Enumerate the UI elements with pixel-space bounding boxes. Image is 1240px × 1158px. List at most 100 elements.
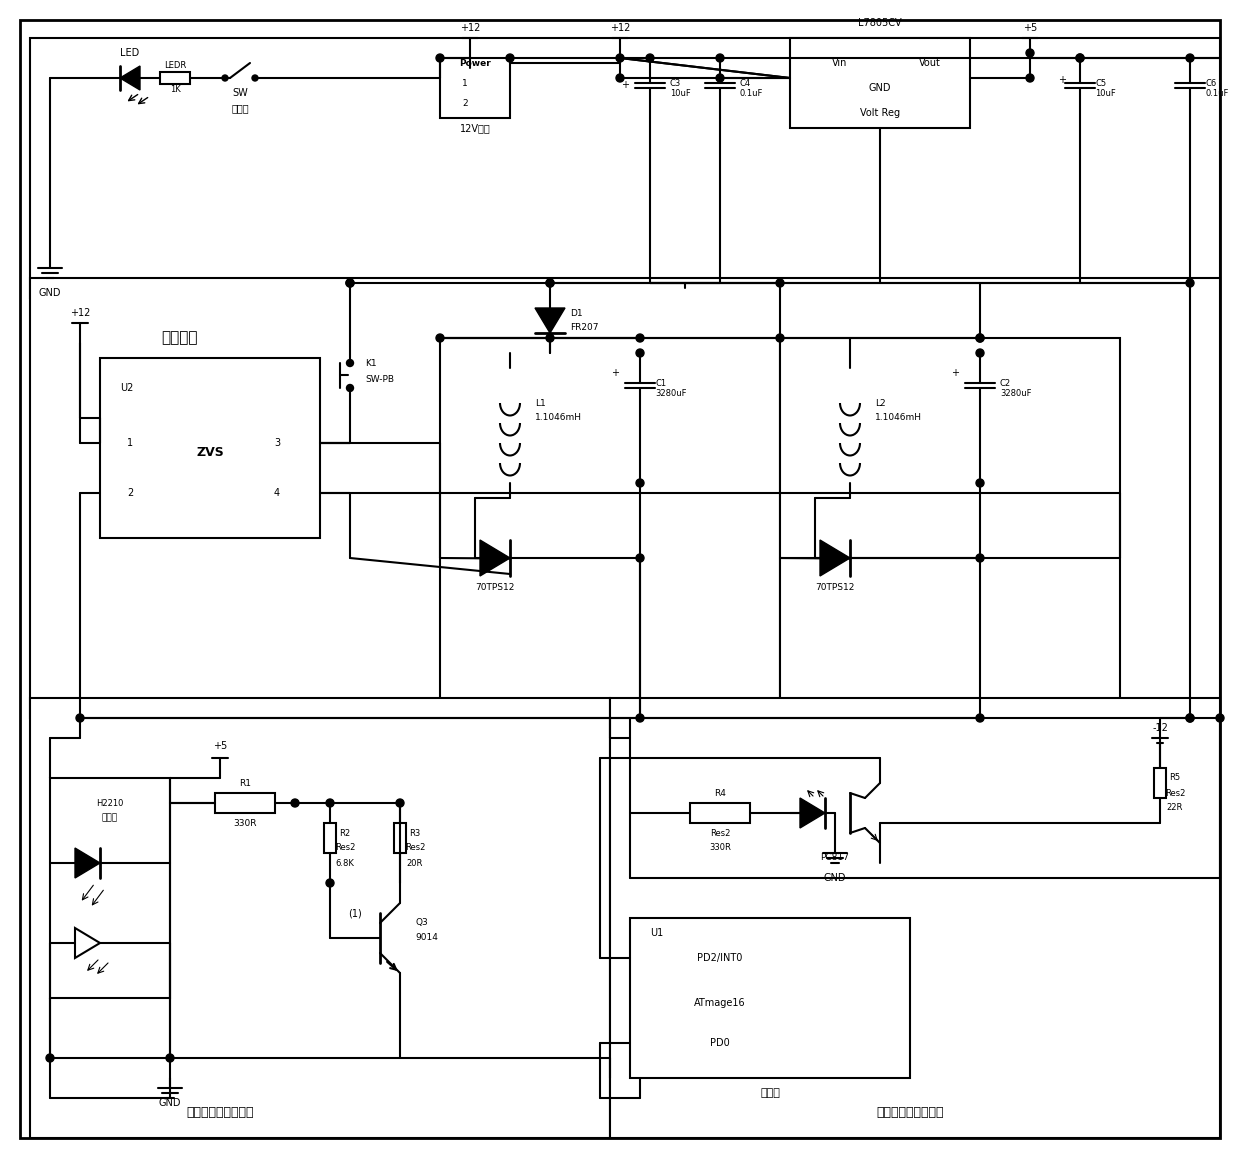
Bar: [30, 278, 1220, 718]
Text: 1.1046mH: 1.1046mH: [875, 413, 923, 423]
Circle shape: [346, 384, 353, 391]
Text: 70TPS12: 70TPS12: [816, 584, 854, 593]
Circle shape: [976, 334, 985, 342]
Bar: [30, 698, 610, 1138]
Circle shape: [546, 279, 554, 287]
Circle shape: [1076, 54, 1084, 63]
Text: LED: LED: [120, 47, 140, 58]
Circle shape: [1025, 49, 1034, 57]
Circle shape: [715, 54, 724, 63]
Text: R1: R1: [239, 778, 250, 787]
Circle shape: [346, 279, 353, 287]
Text: 1K: 1K: [170, 86, 180, 95]
Text: 3280uF: 3280uF: [999, 388, 1032, 397]
Text: +: +: [1058, 75, 1066, 85]
Circle shape: [326, 799, 334, 807]
Text: 2: 2: [126, 488, 133, 498]
Text: 9014: 9014: [415, 933, 438, 943]
Text: Vout: Vout: [919, 58, 941, 68]
Text: Res2: Res2: [709, 828, 730, 837]
Text: PC817: PC817: [821, 853, 849, 863]
Bar: [630, 918, 910, 1078]
Bar: [394, 823, 405, 853]
Bar: [689, 802, 750, 823]
Circle shape: [346, 359, 353, 366]
Bar: [790, 38, 970, 129]
Text: +12: +12: [69, 308, 91, 318]
Text: 1: 1: [463, 79, 467, 88]
Circle shape: [1076, 279, 1084, 287]
Circle shape: [636, 714, 644, 721]
Text: SW-PB: SW-PB: [365, 375, 394, 384]
Text: GND: GND: [869, 83, 892, 93]
Text: GND: GND: [38, 288, 61, 298]
Text: 3: 3: [274, 438, 280, 448]
Text: Q3: Q3: [415, 918, 428, 928]
Text: FR207: FR207: [570, 323, 599, 332]
Circle shape: [166, 1054, 174, 1062]
Circle shape: [1216, 714, 1224, 721]
Circle shape: [976, 714, 985, 721]
Text: K1: K1: [365, 359, 377, 367]
Text: C6: C6: [1205, 79, 1216, 88]
Circle shape: [636, 479, 644, 488]
Circle shape: [1185, 279, 1194, 287]
Text: R4: R4: [714, 789, 725, 798]
Text: 70TPS12: 70TPS12: [475, 584, 515, 593]
Text: +5: +5: [1023, 23, 1037, 32]
Text: 3280uF: 3280uF: [655, 388, 687, 397]
Polygon shape: [74, 848, 100, 878]
Circle shape: [616, 54, 624, 63]
Circle shape: [636, 334, 644, 342]
Text: 光电门: 光电门: [102, 814, 118, 822]
Bar: [440, 58, 510, 118]
Text: 供电电路: 供电电路: [161, 330, 198, 345]
Circle shape: [976, 479, 985, 488]
Text: 单片机: 单片机: [760, 1089, 780, 1098]
Circle shape: [1025, 74, 1034, 82]
Text: R2: R2: [340, 828, 351, 837]
Text: 1: 1: [126, 438, 133, 448]
Text: Res2: Res2: [404, 843, 425, 852]
Circle shape: [776, 334, 784, 342]
Text: 20R: 20R: [407, 858, 423, 867]
Text: (1): (1): [348, 908, 362, 918]
Text: Vin: Vin: [832, 58, 848, 68]
Text: 0.1uF: 0.1uF: [740, 88, 764, 97]
Circle shape: [1185, 279, 1194, 287]
Bar: [30, 38, 1220, 298]
Polygon shape: [800, 798, 825, 828]
Circle shape: [636, 349, 644, 357]
Text: 330R: 330R: [709, 843, 730, 852]
Text: U1: U1: [650, 928, 663, 938]
Text: C2: C2: [999, 379, 1011, 388]
Bar: [160, 72, 190, 85]
Text: C3: C3: [670, 79, 681, 88]
Text: L1: L1: [534, 398, 546, 408]
Circle shape: [776, 279, 784, 287]
Text: C5: C5: [1095, 79, 1106, 88]
Text: Power: Power: [459, 59, 491, 67]
Text: PD0: PD0: [711, 1038, 730, 1048]
Bar: [780, 338, 1120, 718]
Circle shape: [1185, 714, 1194, 721]
Text: +12: +12: [610, 23, 630, 32]
Text: C4: C4: [740, 79, 751, 88]
Text: 10uF: 10uF: [670, 88, 691, 97]
Text: 6.8K: 6.8K: [336, 858, 355, 867]
Circle shape: [291, 799, 299, 807]
Circle shape: [326, 879, 334, 887]
Text: 总开头: 总开头: [231, 103, 249, 113]
Polygon shape: [480, 540, 510, 576]
Circle shape: [646, 54, 653, 63]
Circle shape: [436, 334, 444, 342]
Circle shape: [715, 74, 724, 82]
Text: SW: SW: [232, 88, 248, 98]
Circle shape: [396, 799, 404, 807]
Text: U2: U2: [120, 383, 134, 393]
Circle shape: [546, 334, 554, 342]
Circle shape: [506, 54, 515, 63]
Text: +: +: [611, 368, 619, 378]
Circle shape: [1185, 54, 1194, 63]
Text: 4: 4: [274, 488, 280, 498]
